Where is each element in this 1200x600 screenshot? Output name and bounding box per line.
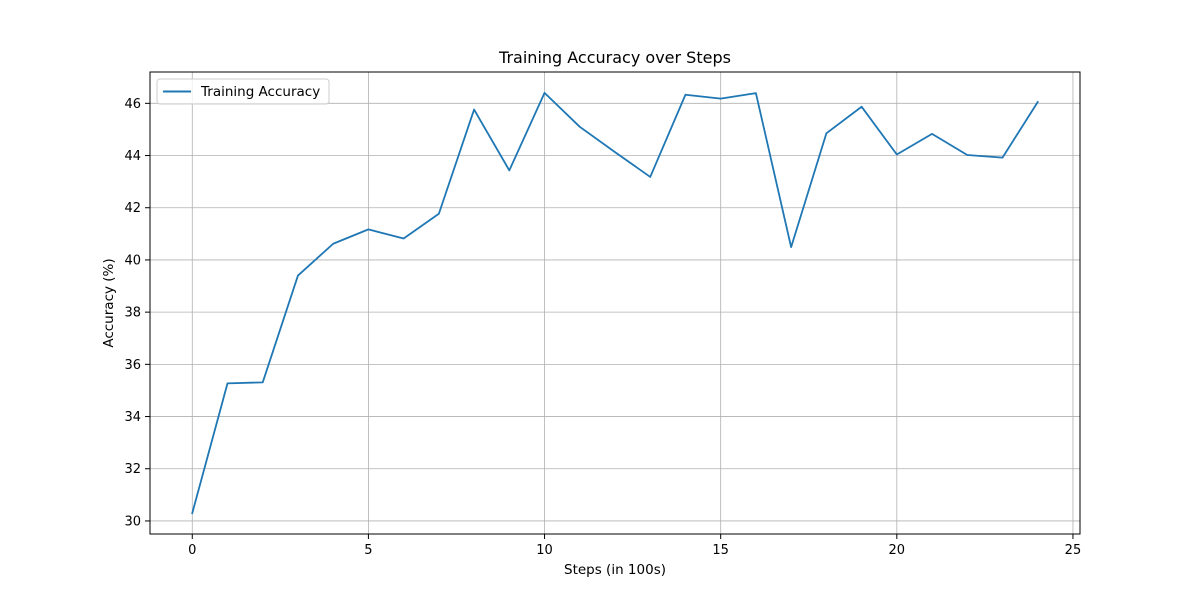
chart-title: Training Accuracy over Steps [498,48,731,67]
grid-lines [150,72,1080,534]
x-tick-label: 0 [188,543,196,558]
y-tick-label: 40 [124,253,141,268]
series-line-training-accuracy [191,91,1039,515]
plot-area [150,72,1080,534]
x-tick-label: 25 [1065,543,1082,558]
plot-background [150,72,1080,534]
y-tick-label: 30 [124,514,141,529]
legend: Training Accuracy [156,78,330,105]
y-tick-label: 36 [124,358,141,373]
x-axis-label: Steps (in 100s) [564,562,666,578]
axes-frame [149,71,1081,535]
x-tick-label: 5 [364,543,372,558]
y-tick-label: 42 [124,201,141,216]
legend-label-training-accuracy: Training Accuracy [200,84,320,100]
axis-ticks: 0 5 10 15 20 25 30 32 34 36 38 40 42 44 46 [124,97,1081,558]
y-tick-label: 38 [124,306,141,321]
y-tick-label: 44 [124,149,141,164]
y-tick-label: 32 [124,462,141,477]
x-tick-label: 20 [889,543,906,558]
x-tick-label: 15 [712,543,729,558]
y-axis-label: Accuracy (%) [101,258,117,347]
x-tick-label: 10 [536,543,553,558]
y-tick-label: 34 [124,410,141,425]
y-tick-label: 46 [124,97,141,112]
legend-box [156,78,330,105]
series-layer [191,91,1039,515]
axes-border [149,71,1081,535]
